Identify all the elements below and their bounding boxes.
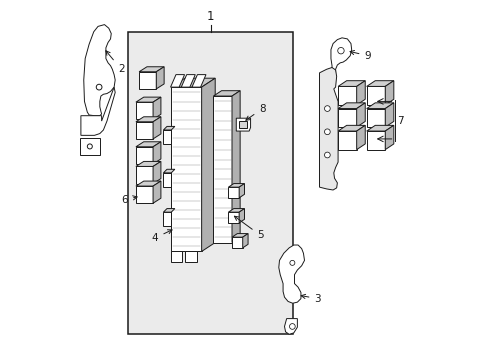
Polygon shape — [171, 251, 182, 262]
Circle shape — [289, 324, 295, 329]
Polygon shape — [366, 86, 385, 105]
Polygon shape — [163, 208, 175, 212]
Polygon shape — [228, 184, 244, 187]
Polygon shape — [171, 78, 215, 87]
Polygon shape — [228, 212, 239, 223]
Polygon shape — [213, 91, 240, 96]
Polygon shape — [163, 126, 175, 130]
Polygon shape — [337, 131, 356, 150]
Polygon shape — [366, 81, 393, 86]
Polygon shape — [192, 75, 205, 87]
Polygon shape — [139, 67, 164, 72]
Polygon shape — [330, 38, 351, 73]
Polygon shape — [242, 234, 247, 248]
Polygon shape — [228, 208, 244, 212]
Bar — [80, 138, 100, 155]
Polygon shape — [385, 103, 393, 127]
Polygon shape — [153, 161, 161, 184]
Polygon shape — [239, 184, 244, 198]
Polygon shape — [163, 173, 171, 187]
Text: 8: 8 — [245, 104, 265, 120]
Polygon shape — [201, 78, 215, 251]
Polygon shape — [231, 237, 242, 248]
Text: 5: 5 — [234, 216, 264, 240]
Polygon shape — [228, 187, 239, 198]
Polygon shape — [136, 97, 161, 102]
Polygon shape — [136, 122, 153, 139]
Polygon shape — [136, 166, 153, 184]
Polygon shape — [356, 81, 365, 105]
Circle shape — [337, 48, 344, 54]
Polygon shape — [136, 142, 161, 147]
Polygon shape — [163, 169, 175, 173]
Text: 2: 2 — [106, 51, 124, 74]
Polygon shape — [366, 131, 385, 150]
Polygon shape — [136, 181, 161, 186]
Polygon shape — [239, 208, 244, 223]
Polygon shape — [213, 96, 231, 243]
Polygon shape — [356, 125, 365, 150]
Polygon shape — [81, 87, 115, 135]
Polygon shape — [231, 234, 247, 237]
Polygon shape — [136, 161, 161, 166]
Text: 4: 4 — [152, 230, 172, 243]
Polygon shape — [366, 125, 393, 131]
Polygon shape — [337, 86, 356, 105]
Polygon shape — [181, 75, 195, 87]
Polygon shape — [284, 319, 297, 334]
Polygon shape — [153, 142, 161, 164]
Circle shape — [96, 84, 102, 90]
Polygon shape — [231, 91, 240, 243]
Polygon shape — [239, 121, 246, 128]
Polygon shape — [366, 103, 393, 109]
Polygon shape — [278, 245, 304, 303]
Circle shape — [324, 152, 329, 158]
Polygon shape — [337, 109, 356, 127]
Polygon shape — [153, 97, 161, 119]
Polygon shape — [337, 125, 365, 131]
Polygon shape — [170, 75, 184, 87]
Polygon shape — [139, 72, 156, 89]
Polygon shape — [236, 118, 250, 131]
Text: 1: 1 — [206, 10, 214, 23]
Polygon shape — [356, 103, 365, 127]
Circle shape — [324, 106, 329, 111]
Circle shape — [87, 144, 92, 149]
Polygon shape — [136, 102, 153, 119]
Text: 7: 7 — [397, 116, 403, 126]
Polygon shape — [171, 87, 201, 251]
Polygon shape — [156, 67, 164, 89]
Polygon shape — [385, 81, 393, 105]
Circle shape — [289, 260, 294, 265]
Text: 9: 9 — [349, 50, 370, 61]
Polygon shape — [136, 147, 153, 164]
Text: 3: 3 — [301, 294, 321, 303]
Polygon shape — [153, 117, 161, 139]
Polygon shape — [163, 212, 171, 226]
Polygon shape — [163, 130, 171, 144]
Polygon shape — [337, 103, 365, 109]
Polygon shape — [337, 81, 365, 86]
Polygon shape — [136, 117, 161, 122]
Polygon shape — [385, 125, 393, 150]
Text: 6: 6 — [122, 195, 137, 204]
Bar — [128, 32, 292, 334]
Polygon shape — [83, 24, 115, 116]
Polygon shape — [185, 251, 196, 262]
Circle shape — [324, 129, 329, 135]
Polygon shape — [319, 67, 337, 190]
Polygon shape — [136, 186, 153, 203]
Polygon shape — [366, 109, 385, 127]
Polygon shape — [153, 181, 161, 203]
